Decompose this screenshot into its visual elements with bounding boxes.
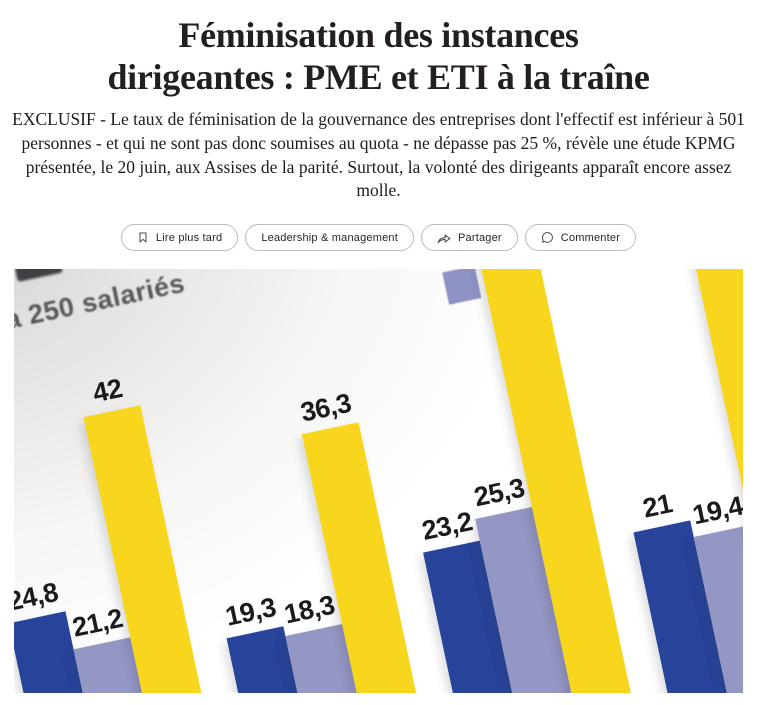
chart-bar-value-label: 42	[90, 373, 125, 409]
topic-tag-button[interactable]: Leadership & management	[245, 224, 414, 252]
share-button[interactable]: Partager	[421, 224, 518, 252]
chart-bar-value-label: 25,3	[471, 472, 528, 513]
chart-bar-value-label: 23,2	[419, 506, 475, 547]
article-hero-image: à 250 salariés 24,8 19,3 23,2 21 21,2 18,3 25,…	[14, 269, 743, 694]
chart-bar-value-label: 21	[640, 488, 675, 524]
chart-bar-value-label: 18,3	[281, 589, 338, 630]
article-title-line-2: dirigeantes : PME et ETI à la traîne	[107, 57, 650, 98]
share-label: Partager	[458, 231, 502, 244]
action-bar: Lire plus tard Leadership & management P…	[0, 224, 757, 252]
read-later-button[interactable]: Lire plus tard	[120, 224, 239, 252]
article-title-line-1: Féminisation des instances	[178, 15, 579, 55]
chart-bar-value-label: 36,3	[297, 387, 354, 428]
topic-tag-label: Leadership & management	[261, 231, 398, 244]
bookmark-icon	[139, 232, 147, 243]
comment-button[interactable]: Commenter	[524, 224, 637, 252]
article-standfirst: EXCLUSIF - Le taux de féminisation de la…	[12, 108, 745, 201]
comment-label: Commenter	[560, 231, 621, 244]
comment-bubble-icon	[541, 232, 553, 243]
article-title: Féminisation des instances dirigeantes :…	[19, 14, 739, 99]
chart-bar-value-label: 19,3	[222, 591, 279, 632]
article-header: Féminisation des instances dirigeantes :…	[0, 14, 757, 203]
chart-bar-value-label: 21,2	[69, 603, 126, 643]
chart-bars: 24,8 19,3 23,2 21 21,2 18,3 25,3 19,4 42 36,3	[14, 269, 743, 694]
chart-bar-value-label: 19,4	[689, 490, 743, 531]
bar-chart-photo: à 250 salariés 24,8 19,3 23,2 21 21,2 18,3 25,…	[14, 269, 743, 694]
read-later-label: Lire plus tard	[155, 231, 223, 244]
chart-bar-value-label: 24,8	[14, 576, 61, 617]
share-arrow-icon	[437, 234, 451, 243]
